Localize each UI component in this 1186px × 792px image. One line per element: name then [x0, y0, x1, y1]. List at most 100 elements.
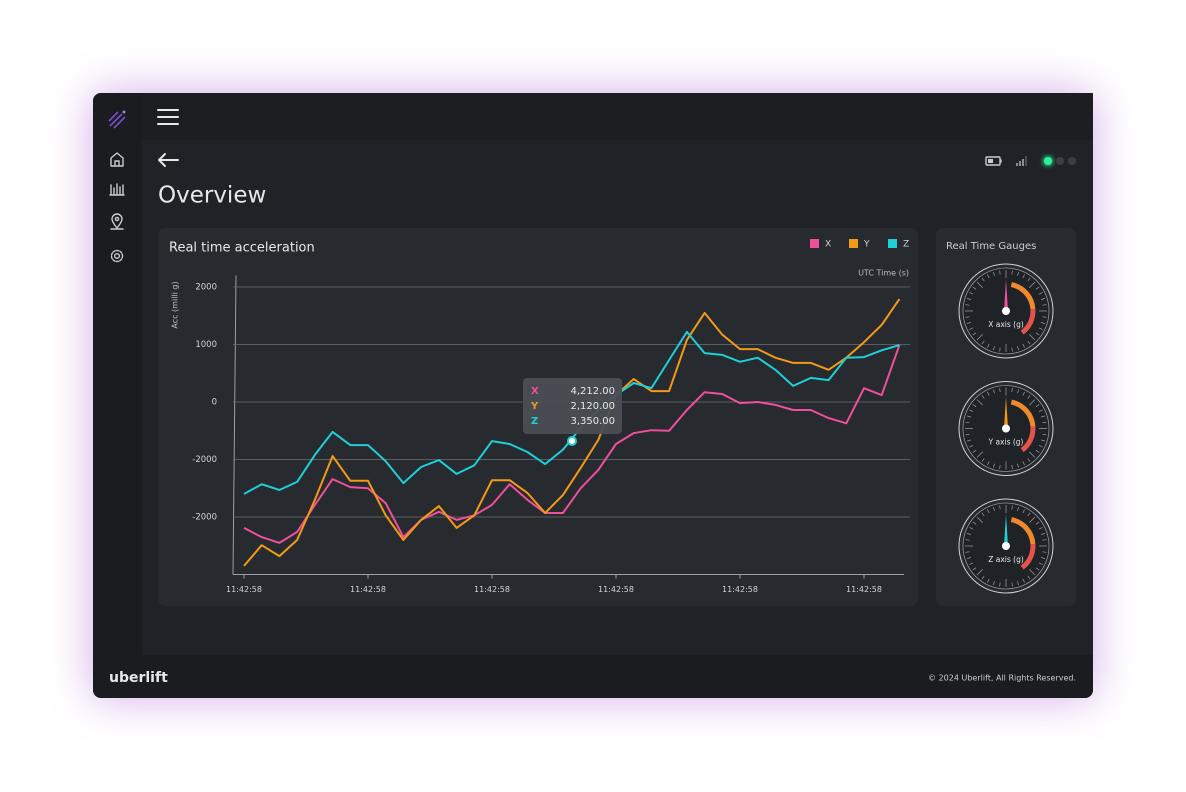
gauge-tick	[999, 270, 1001, 275]
status-dots	[1043, 156, 1076, 166]
gauge-tick	[992, 463, 995, 468]
gauge-tick	[1042, 433, 1047, 436]
gauge-tick	[981, 277, 985, 282]
x-tick-label: 11:42:58	[226, 585, 262, 594]
nav-home[interactable]	[110, 152, 124, 167]
gauge-tick	[972, 521, 977, 525]
gauge-tick	[965, 316, 970, 318]
gauge-tick	[1038, 562, 1043, 565]
gauge-tick	[1022, 461, 1025, 466]
gauge-tick	[1029, 569, 1036, 576]
gauge-needle	[1004, 396, 1008, 429]
gauge-tick	[999, 347, 1001, 352]
gauge-tick	[1042, 551, 1047, 553]
gauge-tick	[1038, 527, 1043, 530]
gauge-tick	[987, 343, 990, 348]
menu-button[interactable]	[157, 109, 179, 125]
y-tick-label: 2000	[195, 283, 217, 293]
gauge-tick	[1035, 404, 1040, 408]
gauge-tick	[1017, 346, 1020, 351]
x-tick-label: 11:42:58	[598, 585, 634, 594]
tooltip-series: Y	[530, 401, 539, 412]
gauge-tick	[981, 340, 985, 345]
hover-point	[567, 436, 577, 446]
gauge-tick	[966, 415, 971, 418]
gauge-tick	[976, 516, 983, 523]
gauge-tick	[992, 389, 995, 394]
gauge-hub	[1002, 307, 1010, 315]
gauge-arc	[1020, 308, 1036, 335]
gauge-tick	[992, 506, 995, 511]
gauge-hub	[1002, 424, 1010, 433]
nav-location[interactable]	[110, 213, 124, 230]
gauge-tick	[1042, 421, 1047, 424]
data-line	[243, 298, 901, 567]
gauge-tick	[999, 387, 1001, 393]
gauge-tick	[999, 582, 1001, 587]
gauge-tick	[966, 532, 971, 535]
logo-icon[interactable]	[108, 110, 126, 129]
brand-logo: uberlift	[109, 670, 168, 686]
gauge-tick	[981, 575, 985, 580]
gauge-tick	[1011, 270, 1013, 275]
gauge-label: Y axis (g)	[988, 438, 1024, 447]
gauge-tick	[965, 551, 970, 553]
x-tick-label: 11:42:58	[474, 585, 510, 594]
gauge-tick	[1041, 322, 1046, 325]
gauge-tick	[992, 271, 995, 276]
gauge-ring	[958, 263, 1054, 359]
gauge-tick	[965, 304, 970, 306]
gauge-tick	[992, 346, 995, 351]
gauge-tick	[1038, 409, 1043, 413]
gauge-tick	[987, 509, 990, 514]
gauge-needle	[1004, 279, 1008, 311]
gauge-tick	[972, 286, 977, 290]
gauge-tick	[1035, 567, 1040, 571]
gauge-label: Z axis (g)	[988, 555, 1024, 564]
gauges-title: Real Time Gauges	[946, 241, 1036, 252]
tooltip-value: 2,120.00	[570, 401, 615, 412]
sidebar	[93, 93, 142, 655]
gauge-tick	[1042, 539, 1047, 541]
gauge-tick	[1022, 343, 1025, 348]
y-tick-label: 1000	[195, 340, 217, 350]
gauge-tick	[1022, 274, 1025, 279]
gauge-tick	[1017, 463, 1020, 468]
gauge-tick	[1027, 395, 1031, 399]
nav-settings[interactable]	[110, 249, 124, 263]
x-axis-label: UTC Time (s)	[858, 269, 909, 278]
gauge-tick	[1027, 575, 1031, 580]
gauge-tick	[1041, 557, 1046, 560]
gauge-tick	[966, 322, 971, 325]
footer-bar	[93, 655, 1093, 698]
back-button[interactable]	[158, 153, 179, 167]
tooltip-series: Z	[531, 416, 538, 427]
x-tick-label: 11:42:58	[350, 585, 386, 594]
gauge-tick	[969, 292, 974, 295]
copyright: © 2024 Uberlift, All Rights Reserved.	[928, 674, 1076, 683]
battery-icon	[985, 156, 1002, 166]
legend-label: X	[825, 240, 831, 250]
tooltip-value: 3,350.00	[570, 416, 615, 427]
gauge-ring	[958, 498, 1054, 594]
gauge-tick	[1029, 334, 1036, 341]
gauge-needle	[1004, 514, 1008, 546]
gauge-tick	[981, 512, 985, 517]
gauge-tick	[969, 409, 974, 413]
x-tick-label: 11:42:58	[722, 585, 758, 594]
gauge-tick	[1029, 516, 1036, 523]
legend-swatch	[888, 239, 897, 248]
gauge-tick	[1035, 521, 1040, 525]
gauge-tick	[1011, 347, 1013, 352]
nav-stats[interactable]	[109, 183, 125, 196]
gauge-hub	[1002, 542, 1010, 550]
gauge-tick	[1035, 449, 1040, 453]
gauge-tick	[1038, 327, 1043, 330]
gauge-tick	[966, 439, 971, 442]
gauge-tick	[987, 461, 990, 466]
gauge-tick	[987, 391, 990, 396]
gauge-tick	[965, 433, 970, 436]
chart-title: Real time acceleration	[169, 241, 315, 256]
